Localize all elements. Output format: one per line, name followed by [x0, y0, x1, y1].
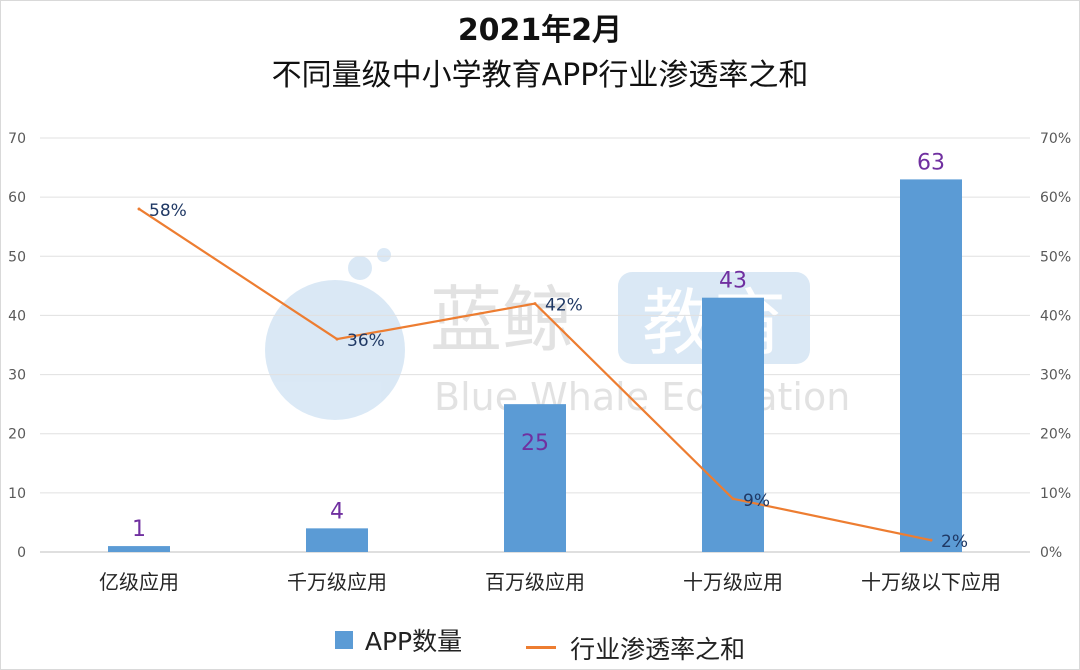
- y-right-tick-label: 10%: [1040, 486, 1071, 502]
- bar-2: [504, 404, 566, 552]
- bar-3: [702, 297, 764, 552]
- bar-1: [306, 528, 368, 552]
- y-right-tick-label: 0%: [1040, 545, 1062, 561]
- legend-bar-swatch: [334, 631, 353, 649]
- chart-title-line1: 2021年2月: [457, 13, 623, 48]
- category-label: 十万级以下应用: [861, 570, 1001, 594]
- right-axis-ticks: 0% 10% 20% 30% 40% 50% 60% 70%: [1040, 131, 1071, 561]
- legend-line-swatch: [526, 646, 557, 649]
- y-right-tick-label: 70%: [1040, 131, 1071, 147]
- line-data-labels: 58% 36% 42% 9% 2%: [149, 201, 968, 552]
- legend-item-bar: APP数量: [334, 622, 463, 658]
- bar-data-labels: 1 4 25 43 63: [132, 150, 945, 542]
- category-axis-labels: 亿级应用 千万级应用 百万级应用 十万级应用 十万级以下应用: [99, 570, 1001, 594]
- y-left-tick-label: 70: [8, 131, 26, 147]
- legend-line-label: 行业渗透率之和: [570, 634, 746, 664]
- line-value-label: 2%: [941, 532, 968, 552]
- legend-bar-label: APP数量: [364, 627, 463, 656]
- line-point-4: [929, 538, 933, 542]
- watermark-en-text: Blue Whale Education: [434, 375, 850, 419]
- line-value-label: 36%: [347, 331, 385, 351]
- bar-0: [108, 546, 170, 552]
- category-label: 百万级应用: [485, 570, 585, 594]
- watermark-logo: 蓝鲸 教育 Blue Whale Education: [265, 248, 850, 420]
- y-right-tick-label: 50%: [1040, 249, 1071, 265]
- legend-item-line: 行业渗透率之和: [526, 630, 745, 666]
- category-label: 千万级应用: [287, 570, 387, 594]
- y-right-tick-label: 60%: [1040, 190, 1071, 206]
- left-axis-ticks: 0 10 20 30 40 50 60 70: [8, 131, 26, 561]
- line-series: [137, 207, 933, 542]
- y-left-tick-label: 10: [8, 486, 26, 502]
- line-point-3: [731, 497, 735, 501]
- y-left-tick-label: 0: [17, 545, 26, 561]
- legend: APP数量 行业渗透率之和: [0, 622, 1080, 666]
- bar-value-label: 4: [330, 499, 344, 524]
- y-right-tick-label: 40%: [1040, 308, 1071, 324]
- line-point-1: [335, 337, 339, 341]
- y-right-tick-label: 20%: [1040, 427, 1071, 443]
- y-left-tick-label: 20: [8, 427, 26, 443]
- line-value-label: 9%: [743, 491, 770, 511]
- line-value-label: 42%: [545, 296, 583, 316]
- chart-title: 2021年2月 不同量级中小学教育APP行业渗透率之和: [0, 8, 1080, 98]
- y-left-tick-label: 50: [8, 249, 26, 265]
- bar-value-label: 1: [132, 517, 146, 542]
- y-left-tick-label: 60: [8, 190, 26, 206]
- category-label: 亿级应用: [99, 570, 179, 594]
- watermark-cn-text: 蓝鲸: [430, 278, 574, 362]
- bar-series: [108, 179, 962, 552]
- line-point-2: [533, 302, 537, 306]
- y-left-tick-label: 30: [8, 368, 26, 384]
- line-point-0: [137, 207, 141, 211]
- chart-title-line2: 不同量级中小学教育APP行业渗透率之和: [271, 58, 809, 93]
- bar-value-label: 43: [719, 269, 747, 294]
- y-left-tick-label: 40: [8, 308, 26, 324]
- y-right-tick-label: 30%: [1040, 368, 1071, 384]
- bar-value-label: 63: [917, 150, 945, 175]
- line-value-label: 58%: [149, 201, 187, 221]
- bar-value-label: 25: [521, 431, 549, 456]
- category-label: 十万级应用: [683, 570, 783, 594]
- bar-4: [900, 179, 962, 552]
